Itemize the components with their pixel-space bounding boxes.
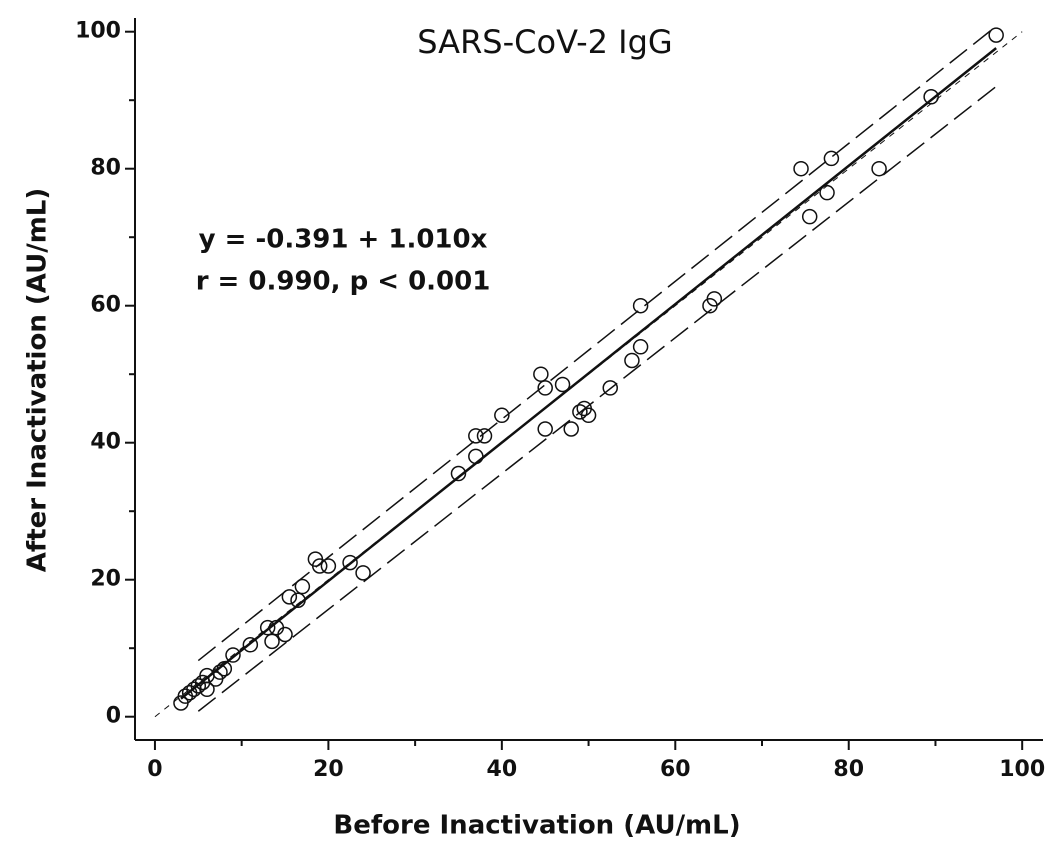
- y-tick-label: 0: [106, 704, 121, 729]
- data-point: [468, 428, 484, 444]
- statistics: r = 0.990, p < 0.001: [196, 267, 491, 297]
- data-point: [537, 421, 553, 437]
- data-point: [632, 339, 649, 355]
- data-point: [632, 297, 649, 314]
- data-point: [602, 380, 618, 396]
- data-point: [311, 558, 328, 574]
- data-point: [624, 352, 640, 369]
- y-axis-label: After Inactivation (AU/mL): [23, 188, 53, 572]
- data-point: [494, 407, 510, 424]
- data-point: [190, 678, 207, 694]
- chart-title: SARS-CoV-2 IgG: [417, 23, 672, 61]
- data-point: [290, 592, 306, 609]
- x-tick-label: 40: [487, 757, 518, 782]
- y-tick-label: 80: [90, 156, 121, 181]
- data-point: [216, 661, 233, 677]
- data-point: [294, 578, 311, 595]
- data-point: [277, 626, 293, 643]
- data-point: [563, 421, 579, 437]
- data-point: [450, 465, 467, 482]
- equation: y = -0.391 + 1.010x: [199, 225, 488, 255]
- data-point: [572, 404, 588, 420]
- data-point: [259, 619, 276, 636]
- data-point: [281, 589, 298, 605]
- y-tick-label: 40: [90, 430, 121, 455]
- data-point: [793, 160, 809, 177]
- data-point: [476, 428, 493, 444]
- data-point: [819, 184, 835, 201]
- data-point: [212, 664, 228, 680]
- data-point: [801, 208, 818, 225]
- data-point: [554, 376, 571, 393]
- x-tick-label: 100: [999, 757, 1045, 782]
- fit-line: [154, 31, 1023, 718]
- x-tick-label: 20: [313, 757, 344, 782]
- data-point: [706, 291, 723, 307]
- y-tick-label: 60: [90, 293, 121, 318]
- fit-line: [180, 47, 997, 700]
- fit-line: [197, 85, 997, 712]
- y-tick-label: 20: [90, 567, 121, 592]
- data-point: [320, 558, 337, 574]
- x-tick-label: 60: [660, 757, 691, 782]
- data-point: [988, 27, 1004, 43]
- x-tick-label: 0: [147, 757, 162, 782]
- fit-line: [197, 25, 997, 662]
- data-point: [342, 554, 358, 571]
- data-point: [823, 150, 840, 167]
- data-point: [225, 647, 241, 663]
- data-point: [264, 633, 280, 650]
- data-point: [580, 407, 597, 424]
- x-axis-label: Before Inactivation (AU/mL): [333, 811, 740, 841]
- data-point: [871, 160, 887, 177]
- data-point: [468, 448, 484, 465]
- x-tick-label: 80: [833, 757, 864, 782]
- data-point: [533, 366, 549, 382]
- data-point: [355, 565, 371, 581]
- data-point: [537, 380, 553, 396]
- data-point: [242, 637, 259, 653]
- data-point: [923, 89, 939, 105]
- y-tick-label: 100: [75, 19, 121, 44]
